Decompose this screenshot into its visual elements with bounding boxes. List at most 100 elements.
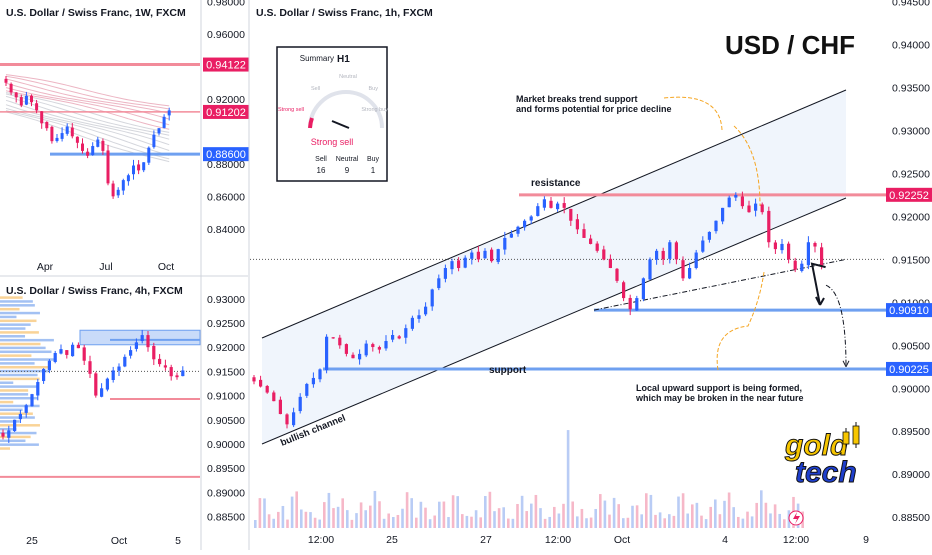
volume-profile-bar [0,412,33,415]
candle [780,239,784,254]
candle [152,342,156,366]
volume-bar [318,519,321,528]
gauge-label: Sell [311,86,320,92]
candle-body [457,260,461,269]
candle-body [404,328,408,338]
candle [655,248,659,265]
candle-body [111,183,115,197]
candle-body [773,242,777,250]
volume-bar [764,502,768,528]
candle [53,350,57,364]
channel-lower-line [261,197,847,445]
ma-ribbon-line [5,74,170,107]
volume-bar [304,511,308,528]
candle-body [549,200,553,208]
h1-y-tick: 0.94000 [892,40,930,52]
volume-bar [622,518,625,528]
support-price-label-2: 0.90225 [889,364,929,376]
candle [496,248,500,265]
candle [661,247,665,265]
trend-note-arrow [733,125,761,207]
candle-body [121,180,125,191]
ma-ribbon-line [5,75,170,110]
gauge-arc-active [308,117,314,129]
h4-y-tick: 0.89500 [207,463,245,475]
candle [556,201,560,212]
candle-body [152,345,156,360]
volume-bar [589,517,593,528]
candle [65,350,69,359]
candle-body [575,219,579,230]
volume-bar [405,492,409,528]
candle [163,359,167,371]
candle-body [35,103,39,111]
candle [106,144,110,186]
summary-count-value: 16 [317,166,326,175]
candle [457,257,461,272]
candle-body [42,368,46,382]
candle-body [740,196,744,207]
candle [430,288,434,311]
candle [305,382,309,398]
candle-body [754,203,758,211]
candle [668,240,672,264]
candle-body [443,268,447,279]
volume-bar [640,514,643,528]
local-note-line: Local upward support is being formed, [636,383,802,393]
volume-bar [585,518,588,528]
candle-body [7,430,11,438]
candle [158,354,162,367]
volume-bar [332,508,335,528]
h1-title: U.S. Dollar / Swiss Franc, 1h, FXCM [256,7,433,19]
volume-bar [502,507,505,528]
candle [424,302,428,317]
volume-bar [295,491,298,528]
volume-profile-bar [0,358,55,361]
candle-body [523,220,527,228]
candle-body [747,205,751,213]
candle [483,248,487,259]
volume-bar [663,518,666,528]
candle [24,91,28,106]
candle-body [163,365,167,368]
summary-title: Summary [300,54,334,63]
candle [105,377,109,392]
volume-bar [309,512,312,528]
volume-bar [258,498,262,528]
candle [813,241,817,253]
candle [24,403,28,418]
volume-bar [323,502,326,528]
candle [18,409,22,423]
volume-bar [750,516,754,528]
volume-profile-bar [0,431,37,435]
candle [75,136,79,149]
candle [767,206,771,248]
candle [47,359,51,374]
candle-body [701,240,705,252]
candle [272,390,276,402]
volume-bar [576,516,579,528]
h4-y-tick: 0.90000 [207,439,245,451]
weekly-level-label-bg [203,147,249,162]
volume-bar [493,511,496,528]
candle [59,344,63,355]
volume-bar [387,513,390,528]
candle [463,255,467,269]
candle [681,256,685,281]
candle [437,274,441,291]
candle [167,107,171,121]
volume-bar [277,511,280,528]
weekly-x-tick: Apr [37,261,54,273]
candle-body [111,370,115,380]
volume-bar [543,518,547,528]
candle [707,231,711,243]
volume-bar [447,517,450,528]
candle-body [82,347,86,361]
candle [129,346,133,359]
h1-y-tick: 0.89500 [892,426,930,438]
candle [111,366,115,383]
candle-body [157,128,161,134]
candle-body [503,237,507,250]
candle-body [30,95,33,103]
